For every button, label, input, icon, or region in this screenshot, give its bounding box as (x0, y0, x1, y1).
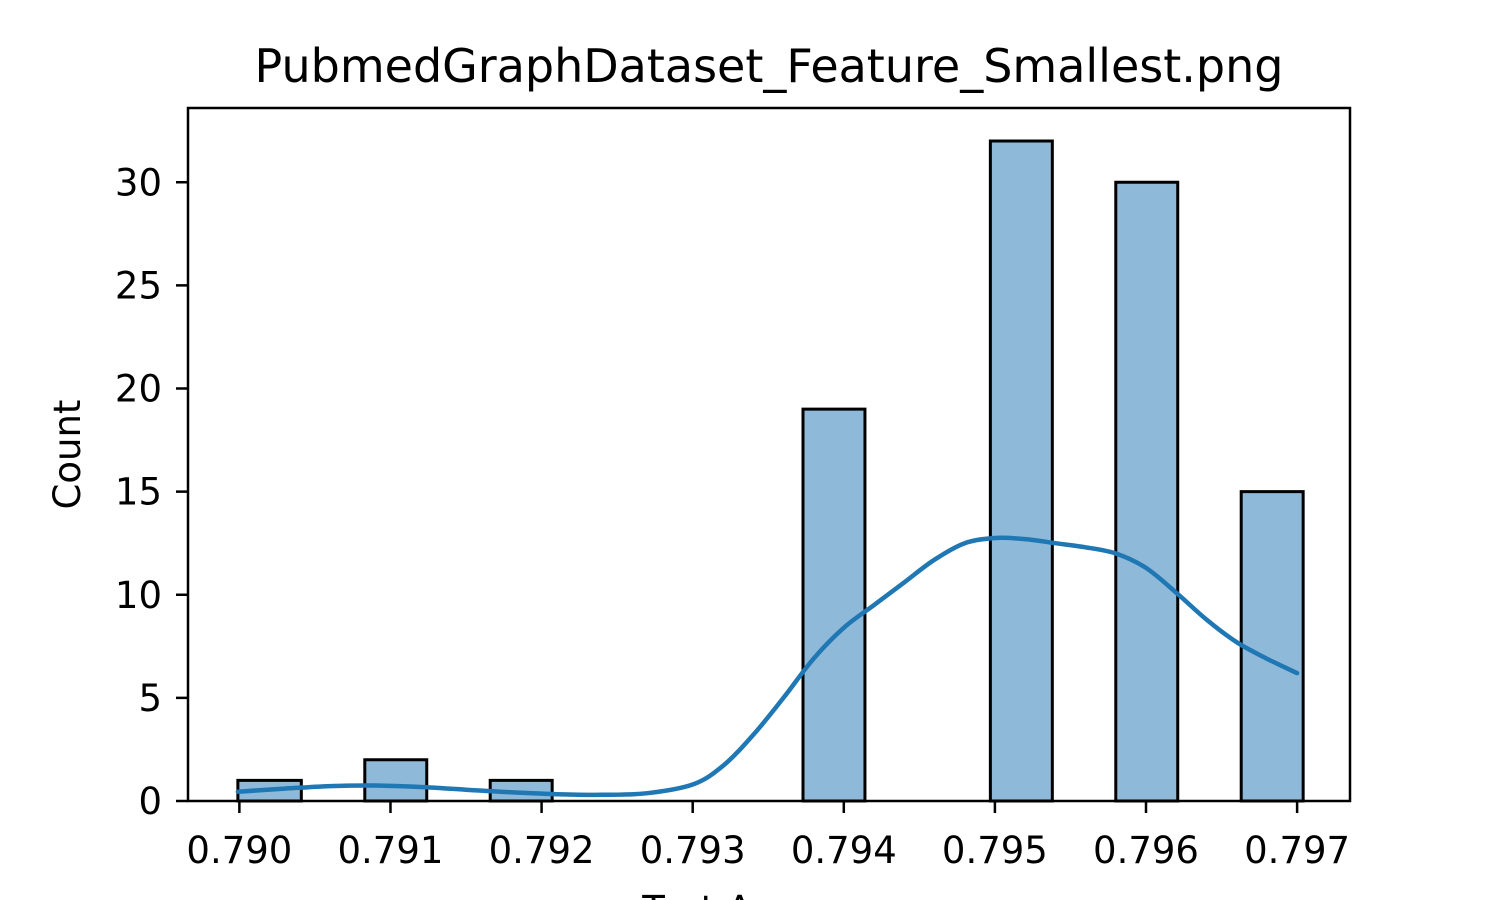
y-tick-label: 5 (138, 677, 162, 720)
x-axis-ticks: 0.790 0.791 0.792 0.793 0.794 0.795 0.796 0.797 (186, 801, 1350, 872)
histogram-bar (1239, 490, 1305, 803)
histogram-bar (801, 407, 867, 803)
histogram-bar (1114, 180, 1180, 803)
x-tick-label: 0.791 (338, 829, 444, 872)
histogram-bar (363, 758, 429, 803)
y-tick-label: 30 (115, 161, 162, 204)
y-axis-label: Count (46, 400, 89, 510)
x-axis-label: Test Accuracy (641, 888, 896, 900)
x-tick-label: 0.792 (489, 829, 595, 872)
x-tick-label: 0.795 (942, 829, 1048, 872)
plot-frame (186, 106, 1352, 803)
chart-title: PubmedGraphDataset_Feature_Smallest.png (255, 39, 1284, 93)
y-tick-label: 15 (115, 471, 162, 514)
y-tick-label: 10 (115, 574, 162, 617)
x-tick-label: 0.796 (1093, 829, 1199, 872)
histogram-bar (988, 139, 1054, 803)
y-tick-label: 20 (115, 368, 162, 411)
y-tick-label: 25 (115, 264, 162, 307)
y-axis-ticks: 0 5 10 15 20 25 30 (115, 161, 188, 823)
y-tick-label: 0 (138, 780, 162, 823)
x-tick-label: 0.790 (186, 829, 292, 872)
bars (236, 139, 1305, 803)
kde-curve (235, 535, 1300, 798)
x-tick-label: 0.793 (640, 829, 746, 872)
x-tick-label: 0.797 (1244, 829, 1350, 872)
x-tick-label: 0.794 (791, 829, 897, 872)
